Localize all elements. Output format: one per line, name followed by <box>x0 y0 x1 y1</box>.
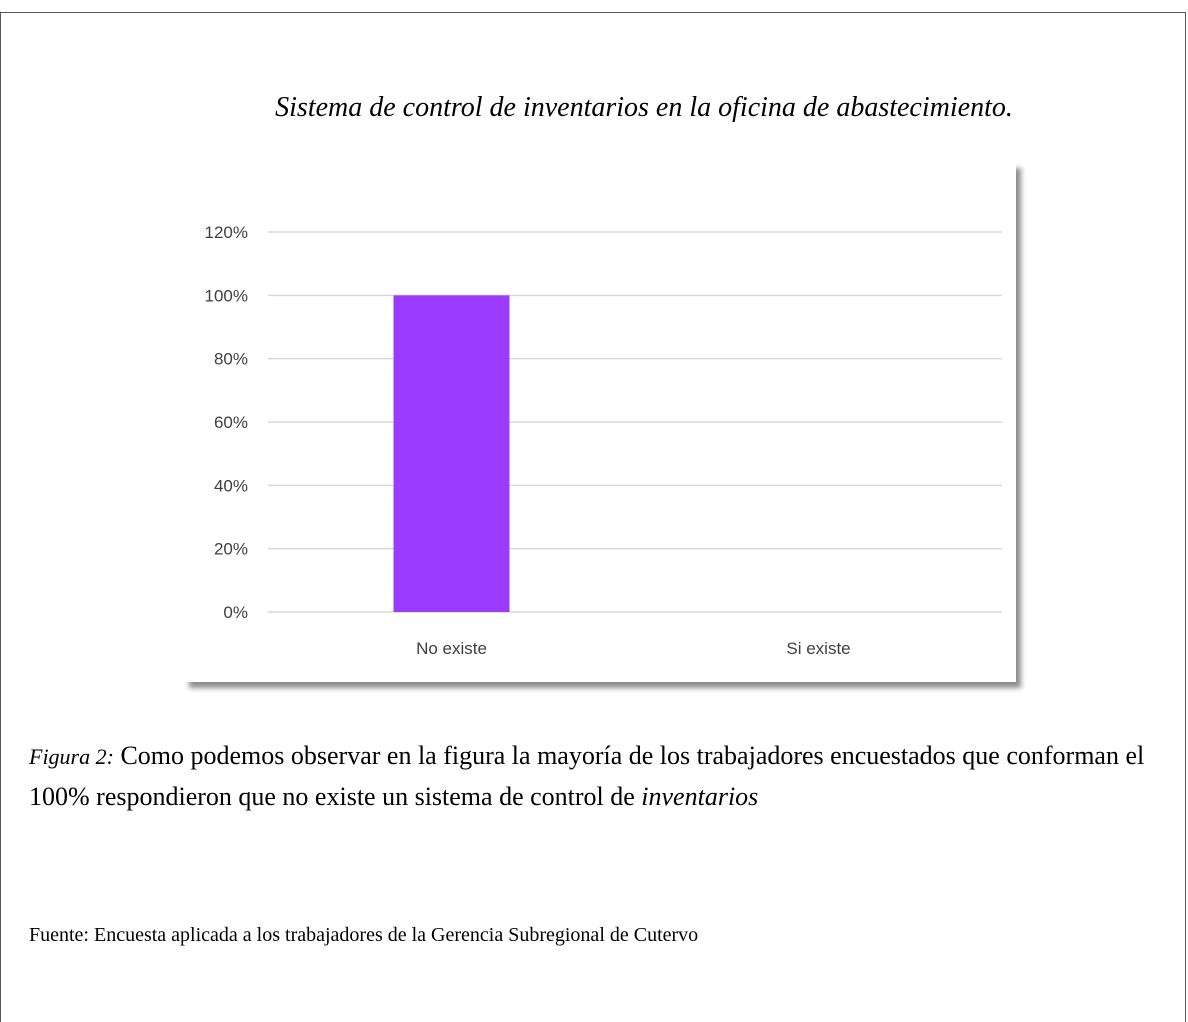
bar-chart: 0% 20% 40% 60% 80% 100% 120% No existe Si existe <box>184 162 1016 682</box>
caption-tail: inventarios <box>641 782 759 811</box>
x-category-label: No existe <box>416 639 487 658</box>
y-tick-label: 80% <box>214 350 248 369</box>
bar <box>393 295 510 612</box>
chart-svg: 0% 20% 40% 60% 80% 100% 120% No existe Si existe <box>205 223 1002 658</box>
figure-caption: Figura 2: Como podemos observar en la fi… <box>29 736 1179 817</box>
caption-text: Como podemos observar en la figura la ma… <box>29 741 1145 811</box>
figure-frame <box>0 12 1186 1022</box>
caption-lead: Figura 2: <box>29 744 114 769</box>
y-tick-label: 20% <box>214 540 248 559</box>
y-tick-label: 60% <box>214 413 248 432</box>
figure-title: Sistema de control de inventarios en la … <box>275 92 1013 123</box>
x-category-label: Si existe <box>786 639 850 658</box>
y-tick-label: 0% <box>223 603 248 622</box>
y-tick-label: 120% <box>205 223 248 242</box>
y-tick-label: 100% <box>205 286 248 305</box>
figure-source: Fuente: Encuesta aplicada a los trabajad… <box>29 924 699 946</box>
y-tick-label: 40% <box>214 476 248 495</box>
